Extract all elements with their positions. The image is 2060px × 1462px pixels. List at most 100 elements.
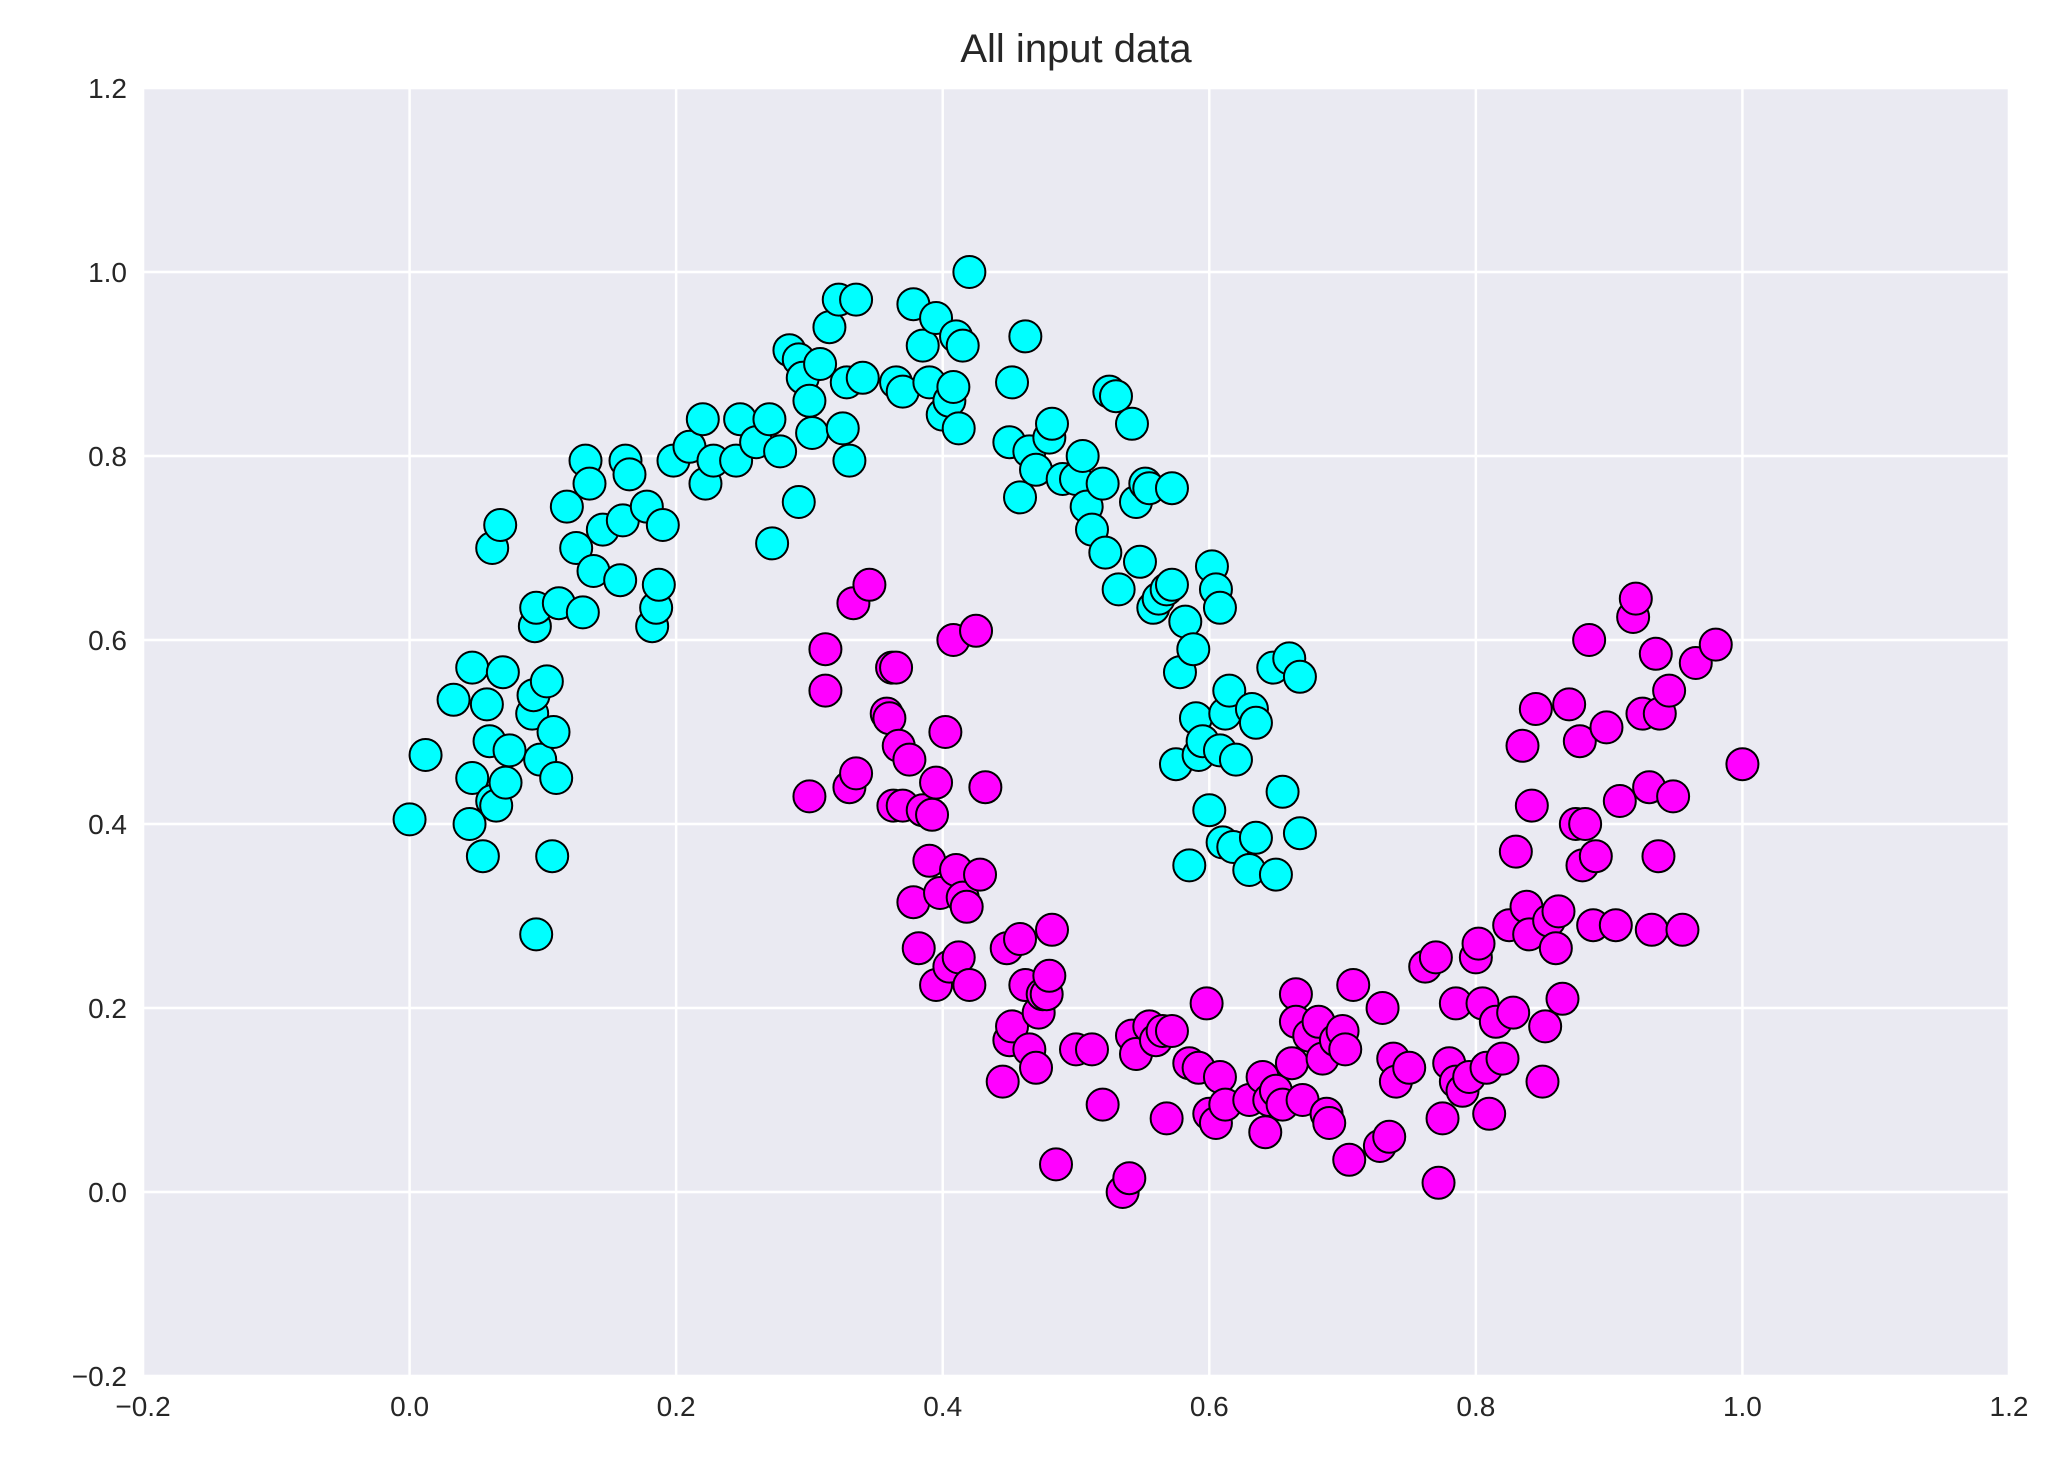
data-point: [603, 563, 638, 598]
data-point: [919, 765, 954, 800]
data-point: [1312, 1106, 1347, 1140]
data-point: [995, 365, 1030, 400]
data-point: [1525, 1064, 1560, 1099]
data-point: [795, 416, 830, 450]
data-point: [1528, 1009, 1563, 1044]
data-point: [1514, 788, 1549, 823]
data-point: [1265, 774, 1300, 809]
data-point: [1698, 627, 1733, 662]
data-point: [1618, 581, 1653, 616]
data-point: [1074, 1032, 1109, 1067]
data-point: [1589, 710, 1624, 745]
data-point: [959, 613, 994, 648]
data-point: [1248, 1115, 1283, 1150]
data-point: [1578, 839, 1613, 874]
data-point: [792, 383, 827, 418]
data-point: [455, 761, 490, 795]
data-point: [1568, 807, 1603, 841]
data-point: [1274, 1046, 1309, 1081]
data-point: [808, 673, 843, 708]
data-point: [1518, 692, 1553, 726]
data-point: [1336, 968, 1371, 1002]
y-tick-label: 0.2: [88, 993, 127, 1024]
data-point: [752, 402, 787, 437]
data-point: [1725, 747, 1760, 782]
data-point: [1003, 480, 1038, 515]
data-point: [879, 650, 914, 685]
data-point: [1572, 623, 1607, 657]
data-point: [1602, 784, 1637, 818]
data-point: [559, 531, 594, 565]
data-point: [1665, 912, 1700, 947]
data-point: [995, 1009, 1030, 1044]
data-point: [1332, 1142, 1367, 1177]
data-point: [1562, 724, 1597, 759]
data-point: [483, 508, 518, 542]
data-point: [1218, 742, 1253, 777]
x-tick-label: 1.2: [1990, 1391, 2029, 1422]
data-point: [892, 742, 927, 777]
data-point: [685, 402, 720, 437]
data-point: [936, 370, 971, 404]
data-point: [1112, 1161, 1147, 1196]
data-point: [915, 797, 950, 832]
data-point: [825, 411, 860, 446]
data-point: [1552, 687, 1587, 722]
chart-title: All input data: [960, 27, 1192, 71]
data-point: [949, 889, 984, 924]
data-point: [1088, 535, 1123, 570]
data-point: [945, 328, 980, 363]
data-point: [1656, 779, 1691, 814]
data-point: [839, 282, 874, 317]
data-point: [1238, 820, 1273, 855]
data-point: [1114, 406, 1149, 441]
data-point: [781, 485, 816, 519]
data-point: [1008, 319, 1043, 354]
data-point: [519, 917, 554, 952]
x-tick-label: 1.0: [1723, 1391, 1762, 1422]
data-point: [565, 595, 600, 630]
data-point: [792, 779, 827, 814]
data-point: [465, 839, 500, 874]
data-point: [1032, 958, 1067, 993]
data-point: [1085, 466, 1120, 501]
data-point: [536, 715, 571, 749]
data-point: [1154, 471, 1189, 506]
data-point: [1019, 1050, 1054, 1085]
data-point: [1202, 1060, 1237, 1094]
data-point: [1154, 1014, 1189, 1048]
data-point: [549, 489, 584, 524]
data-point: [641, 567, 676, 602]
x-tick-labels: −0.2 0.0 0.2 0.4 0.6 0.8 1.0 1.2: [115, 1391, 2028, 1422]
data-point: [1238, 705, 1273, 740]
data-point: [832, 443, 867, 478]
y-tick-labels: −0.2 0.0 0.2 0.4 0.6 0.8 1.0 1.2: [72, 73, 127, 1392]
data-point: [941, 411, 976, 446]
data-point: [1202, 590, 1237, 625]
data-point: [529, 664, 564, 699]
y-tick-label: 0.8: [88, 441, 127, 472]
data-point: [1085, 1087, 1120, 1122]
data-point: [1035, 406, 1070, 441]
data-point: [1258, 857, 1293, 892]
data-point: [1098, 379, 1133, 414]
data-point: [392, 802, 427, 837]
data-point: [485, 655, 520, 690]
data-point: [852, 567, 887, 602]
data-point: [1192, 793, 1227, 828]
data-point: [968, 770, 1003, 805]
data-point: [1541, 894, 1576, 929]
data-point: [1641, 839, 1676, 874]
data-point: [492, 733, 527, 768]
x-tick-label: 0.0: [390, 1391, 429, 1422]
data-point: [1282, 659, 1317, 694]
data-point: [985, 1064, 1020, 1099]
data-point: [455, 650, 490, 685]
data-point: [845, 360, 880, 395]
data-point: [839, 756, 874, 791]
data-point: [1598, 908, 1633, 943]
data-points: [392, 255, 1760, 1209]
data-point: [1638, 636, 1673, 671]
data-point: [952, 968, 987, 1002]
